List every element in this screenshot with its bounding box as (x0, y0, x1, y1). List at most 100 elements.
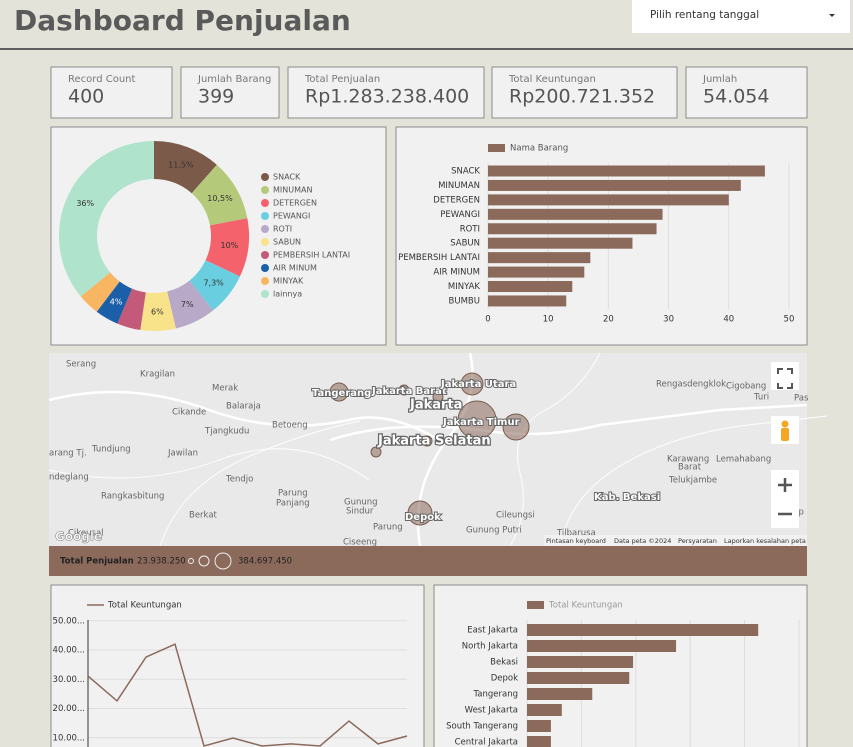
place-label: Karawang (667, 455, 709, 465)
legend-swatch (527, 601, 544, 609)
place-label: ndeglang (49, 473, 89, 483)
legend-label: Total Keuntungan (107, 601, 182, 611)
attribution[interactable]: Laporkan kesalahan peta (724, 537, 806, 545)
road (48, 390, 440, 442)
legend-label: Total Keuntungan (548, 601, 623, 611)
legend-swatch (261, 290, 269, 298)
legend-bubble-large (214, 552, 232, 570)
place-label: Telukjambe (668, 476, 717, 486)
bar (488, 208, 663, 220)
map-labels: Serang Kragilan Merak Balaraja Cikande Tjangk… (49, 360, 809, 548)
scorecard-value: 54.054 (703, 86, 769, 108)
x-tick-label: 20 (603, 315, 614, 325)
y-category-label: Bekasi (490, 658, 518, 668)
zoom-in[interactable] (778, 478, 792, 492)
legend-bubble-mid (198, 555, 210, 567)
place-label: Cikeusal (68, 529, 104, 539)
date-picker-label: Pilih rentang tanggal (650, 9, 759, 21)
donut-slice (117, 288, 146, 331)
map-legend-max: 384.697.450 (238, 557, 292, 567)
line-panel (50, 584, 425, 747)
bar (527, 672, 630, 684)
line-series (87, 643, 408, 747)
place-label: Ciseeng (343, 538, 377, 548)
donut-slice (205, 218, 250, 277)
y-category-label: East Jakarta (467, 626, 518, 636)
place-label: Tendjo (225, 475, 253, 485)
x-tick-label: 40 (723, 315, 734, 325)
bar-panel (395, 126, 808, 346)
attribution[interactable]: Persyaratan (678, 537, 717, 545)
legend-label: ROTI (273, 225, 292, 234)
slice-label: 7% (181, 300, 194, 309)
bar (488, 194, 729, 206)
map-legend-title: Total Penjualan (60, 557, 134, 567)
y-category-label: DETERGEN (433, 195, 480, 205)
attribution[interactable]: Pintasan keyboard (546, 537, 606, 545)
scorecard (287, 66, 485, 119)
scorecard-value: 400 (68, 86, 104, 108)
bar (527, 688, 593, 700)
place-label: Jakarta Utara (440, 379, 516, 390)
place-label: Merak (212, 384, 238, 394)
scorecard-label: Record Count (68, 74, 136, 85)
bar (488, 237, 633, 249)
bar (488, 281, 573, 293)
map-bubble (398, 384, 410, 396)
road (559, 415, 828, 547)
bar (488, 252, 591, 264)
bar (527, 640, 677, 652)
slice-label: 36% (76, 199, 94, 208)
legend-swatch (261, 238, 269, 246)
y-category-label: Central Jakarta (455, 738, 518, 747)
legend-swatch (261, 212, 269, 220)
pegman-head (781, 420, 789, 428)
place-label: Tjangkudu (204, 427, 249, 437)
map-bubble (329, 382, 349, 402)
map-bubble (421, 435, 433, 447)
place-label: Cigobang (726, 382, 766, 392)
place-label: Rengasdengklok (656, 380, 726, 390)
x-tick-label: 10 (543, 315, 554, 325)
place-label: Gunung (344, 498, 378, 508)
place-label: Jakarta Timur (442, 417, 520, 428)
legend-swatch (261, 277, 269, 285)
map-legend-min: 23.938.250 (137, 557, 186, 567)
place-label: Sindur (346, 507, 374, 517)
place-label: Rangkasbitung (101, 492, 164, 502)
y-category-label: MINYAK (448, 282, 481, 292)
y-category-label: PEMBERSIH LANTAI (398, 253, 480, 263)
slice-label: 10,5% (207, 194, 233, 203)
y-category-label: West Jakarta (465, 706, 518, 716)
place-label: Gunung Putri (466, 526, 522, 536)
slice-label: 6% (151, 307, 164, 316)
map[interactable]: Serang Kragilan Merak Balaraja Cikande Tjangk… (48, 352, 828, 548)
y-category-label: SNACK (451, 167, 480, 177)
place-label: Tangerang (312, 388, 371, 399)
scorecard-label: Total Penjualan (304, 74, 380, 85)
fullscreen-button[interactable] (771, 362, 799, 390)
donut-slice (140, 291, 176, 332)
legend-label: DETERGEN (273, 199, 317, 208)
donut-slice (191, 164, 248, 226)
y-tick-label: 20.00... (53, 704, 85, 714)
y-tick-label: 40.00... (53, 646, 85, 656)
bar (488, 223, 657, 235)
donut-slice (80, 272, 120, 312)
place-label: Cileungsi (496, 511, 535, 521)
place-label: Serang (66, 360, 96, 370)
place-label: Pas (794, 394, 809, 404)
map-legend-bar (49, 546, 807, 576)
place-label: Berkat (189, 511, 218, 521)
date-picker[interactable] (632, 0, 850, 33)
bar (488, 266, 585, 278)
legend-swatch (488, 144, 505, 152)
scorecard-label: Total Keuntungan (508, 74, 596, 85)
place-label: Barat (678, 463, 702, 473)
scorecard (180, 66, 280, 119)
place-label: Lemahabang (716, 455, 771, 465)
place-label: Depok (405, 512, 441, 523)
y-category-label: BUMBU (449, 296, 480, 306)
map-logo: Google (55, 530, 102, 544)
